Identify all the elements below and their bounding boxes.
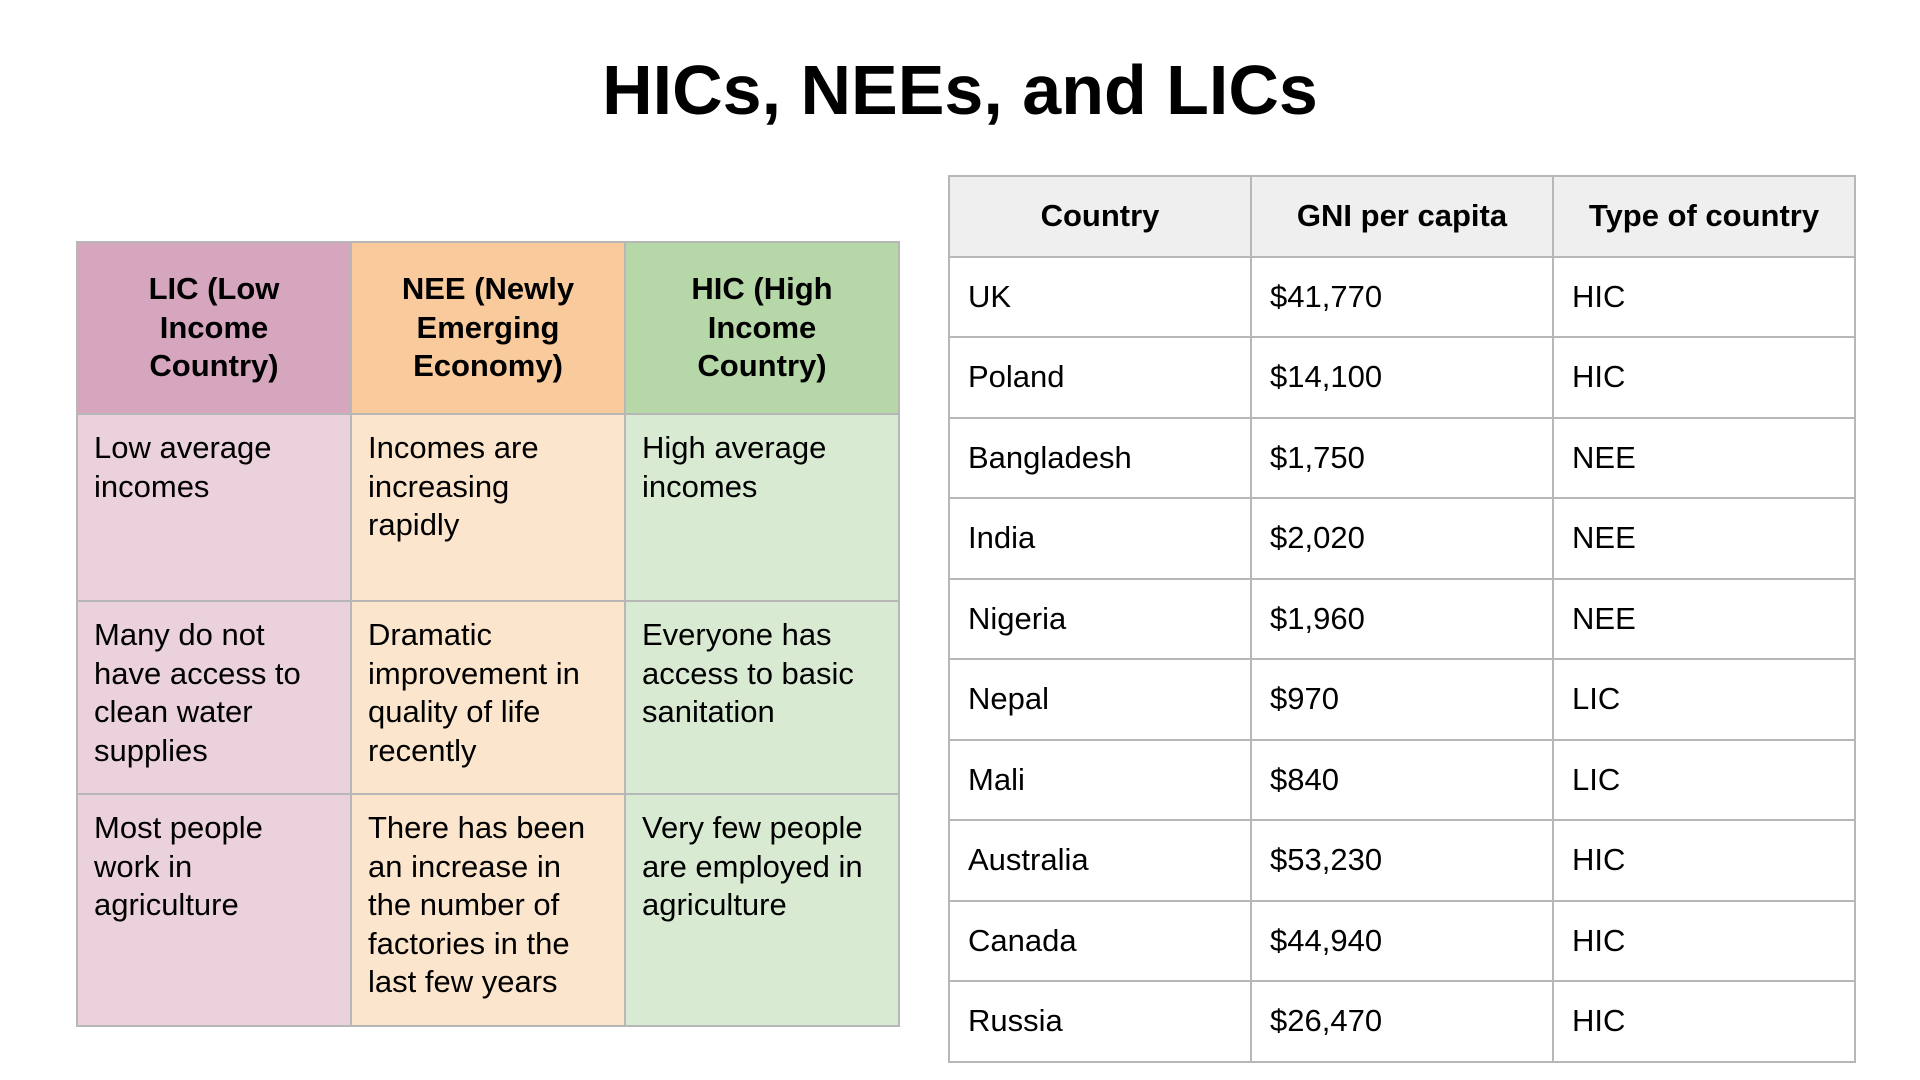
country-cell: Canada — [948, 899, 1252, 982]
type-column-header: Type of country — [1552, 175, 1856, 258]
nee-cell: Dramatic improvement in quality of life … — [350, 600, 626, 795]
table-row: Bangladesh $1,750 NEE — [948, 416, 1856, 499]
type-cell: HIC — [1552, 336, 1856, 419]
hic-cell: Very few people are employed in agricult… — [624, 793, 900, 1027]
type-cell: NEE — [1552, 416, 1856, 499]
comparison-header-row: LIC (Low Income Country) NEE (Newly Emer… — [76, 241, 900, 415]
country-cell: India — [948, 497, 1252, 580]
gni-cell: $41,770 — [1250, 255, 1554, 338]
lic-cell: Most people work in agriculture — [76, 793, 352, 1027]
gni-cell: $14,100 — [1250, 336, 1554, 419]
type-cell: LIC — [1552, 738, 1856, 821]
country-column-header: Country — [948, 175, 1252, 258]
table-row: Nigeria $1,960 NEE — [948, 577, 1856, 660]
nee-header: NEE (Newly Emerging Economy) — [350, 241, 626, 415]
gni-cell: $1,960 — [1250, 577, 1554, 660]
type-cell: LIC — [1552, 658, 1856, 741]
type-cell: HIC — [1552, 899, 1856, 982]
lic-cell: Low average incomes — [76, 413, 352, 602]
country-cell: Bangladesh — [948, 416, 1252, 499]
comparison-row: Many do not have access to clean water s… — [76, 600, 900, 795]
comparison-row: Low average incomes Incomes are increasi… — [76, 413, 900, 602]
country-cell: Russia — [948, 980, 1252, 1063]
type-cell: NEE — [1552, 497, 1856, 580]
hic-cell: Everyone has access to basic sanitation — [624, 600, 900, 795]
gni-header-row: Country GNI per capita Type of country — [948, 175, 1856, 258]
table-row: Russia $26,470 HIC — [948, 980, 1856, 1063]
type-cell: HIC — [1552, 980, 1856, 1063]
gni-cell: $26,470 — [1250, 980, 1554, 1063]
type-cell: HIC — [1552, 819, 1856, 902]
comparison-row: Most people work in agriculture There ha… — [76, 793, 900, 1027]
table-row: Australia $53,230 HIC — [948, 819, 1856, 902]
hic-header: HIC (High Income Country) — [624, 241, 900, 415]
gni-column-header: GNI per capita — [1250, 175, 1554, 258]
table-row: Mali $840 LIC — [948, 738, 1856, 821]
gni-cell: $1,750 — [1250, 416, 1554, 499]
gni-cell: $840 — [1250, 738, 1554, 821]
gni-cell: $53,230 — [1250, 819, 1554, 902]
country-cell: Nepal — [948, 658, 1252, 741]
table-row: India $2,020 NEE — [948, 497, 1856, 580]
table-row: Canada $44,940 HIC — [948, 899, 1856, 982]
hic-cell: High average incomes — [624, 413, 900, 602]
gni-cell: $2,020 — [1250, 497, 1554, 580]
nee-cell: Incomes are increasing rapidly — [350, 413, 626, 602]
table-row: Nepal $970 LIC — [948, 658, 1856, 741]
country-cell: UK — [948, 255, 1252, 338]
table-row: Poland $14,100 HIC — [948, 336, 1856, 419]
nee-cell: There has been an increase in the number… — [350, 793, 626, 1027]
type-cell: NEE — [1552, 577, 1856, 660]
lic-cell: Many do not have access to clean water s… — [76, 600, 352, 795]
gni-per-capita-table: Country GNI per capita Type of country U… — [948, 175, 1856, 1063]
page-title: HICs, NEEs, and LICs — [602, 51, 1318, 129]
income-comparison-table: LIC (Low Income Country) NEE (Newly Emer… — [76, 241, 900, 1027]
table-row: UK $41,770 HIC — [948, 255, 1856, 338]
country-cell: Poland — [948, 336, 1252, 419]
type-cell: HIC — [1552, 255, 1856, 338]
gni-cell: $970 — [1250, 658, 1554, 741]
country-cell: Mali — [948, 738, 1252, 821]
gni-cell: $44,940 — [1250, 899, 1554, 982]
country-cell: Australia — [948, 819, 1252, 902]
lic-header: LIC (Low Income Country) — [76, 241, 352, 415]
country-cell: Nigeria — [948, 577, 1252, 660]
